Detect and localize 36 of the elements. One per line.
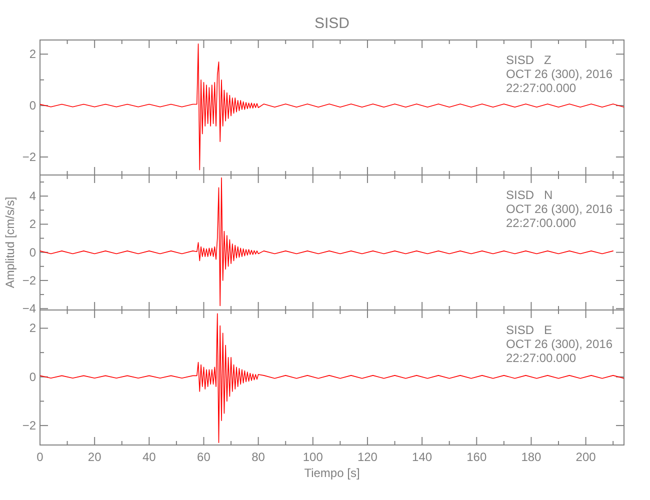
- y-tick-label: 0: [29, 370, 36, 384]
- y-tick-label: 2: [29, 47, 36, 62]
- x-axis-title: Tiempo [s]: [304, 466, 360, 480]
- y-tick-label: 0: [29, 98, 36, 113]
- x-tick-label: 60: [197, 450, 211, 464]
- y-tick-label: −2: [22, 273, 36, 288]
- y-axis-title: Amplitud [cm/s/s]: [3, 196, 17, 288]
- x-tick-label: 120: [357, 450, 378, 464]
- x-tick-label: 140: [412, 450, 432, 464]
- x-tick-label: 40: [142, 450, 156, 464]
- y-tick-label: −2: [22, 150, 36, 164]
- annotation: SISD E: [506, 323, 552, 337]
- y-tick-label: 2: [29, 217, 36, 232]
- x-tick-label: 100: [302, 450, 324, 464]
- y-tick-label: 2: [29, 321, 36, 336]
- x-tick-label: 180: [521, 450, 542, 464]
- annotation: OCT 26 (300), 2016: [506, 337, 613, 351]
- y-tick-label: −4: [22, 302, 36, 316]
- annotation: OCT 26 (300), 2016: [506, 202, 613, 216]
- annotation: 22:27:00.000: [506, 216, 576, 230]
- annotation: 22:27:00.000: [506, 81, 576, 95]
- x-tick-label: 20: [88, 450, 102, 464]
- x-tick-label: 80: [252, 450, 266, 464]
- annotation: OCT 26 (300), 2016: [506, 67, 613, 81]
- chart-title: SISD: [314, 15, 350, 32]
- y-tick-label: 4: [29, 189, 36, 204]
- x-tick-label: 200: [576, 450, 596, 464]
- line-series: [40, 43, 624, 170]
- y-tick-label: −2: [22, 418, 36, 433]
- annotation: 22:27:00.000: [506, 351, 576, 365]
- annotation: SISD N: [506, 188, 553, 202]
- line-series: [40, 313, 624, 443]
- x-tick-label: 160: [466, 450, 487, 464]
- annotation: SISD Z: [506, 53, 552, 67]
- y-tick-label: 0: [29, 245, 36, 260]
- line-series: [40, 177, 614, 306]
